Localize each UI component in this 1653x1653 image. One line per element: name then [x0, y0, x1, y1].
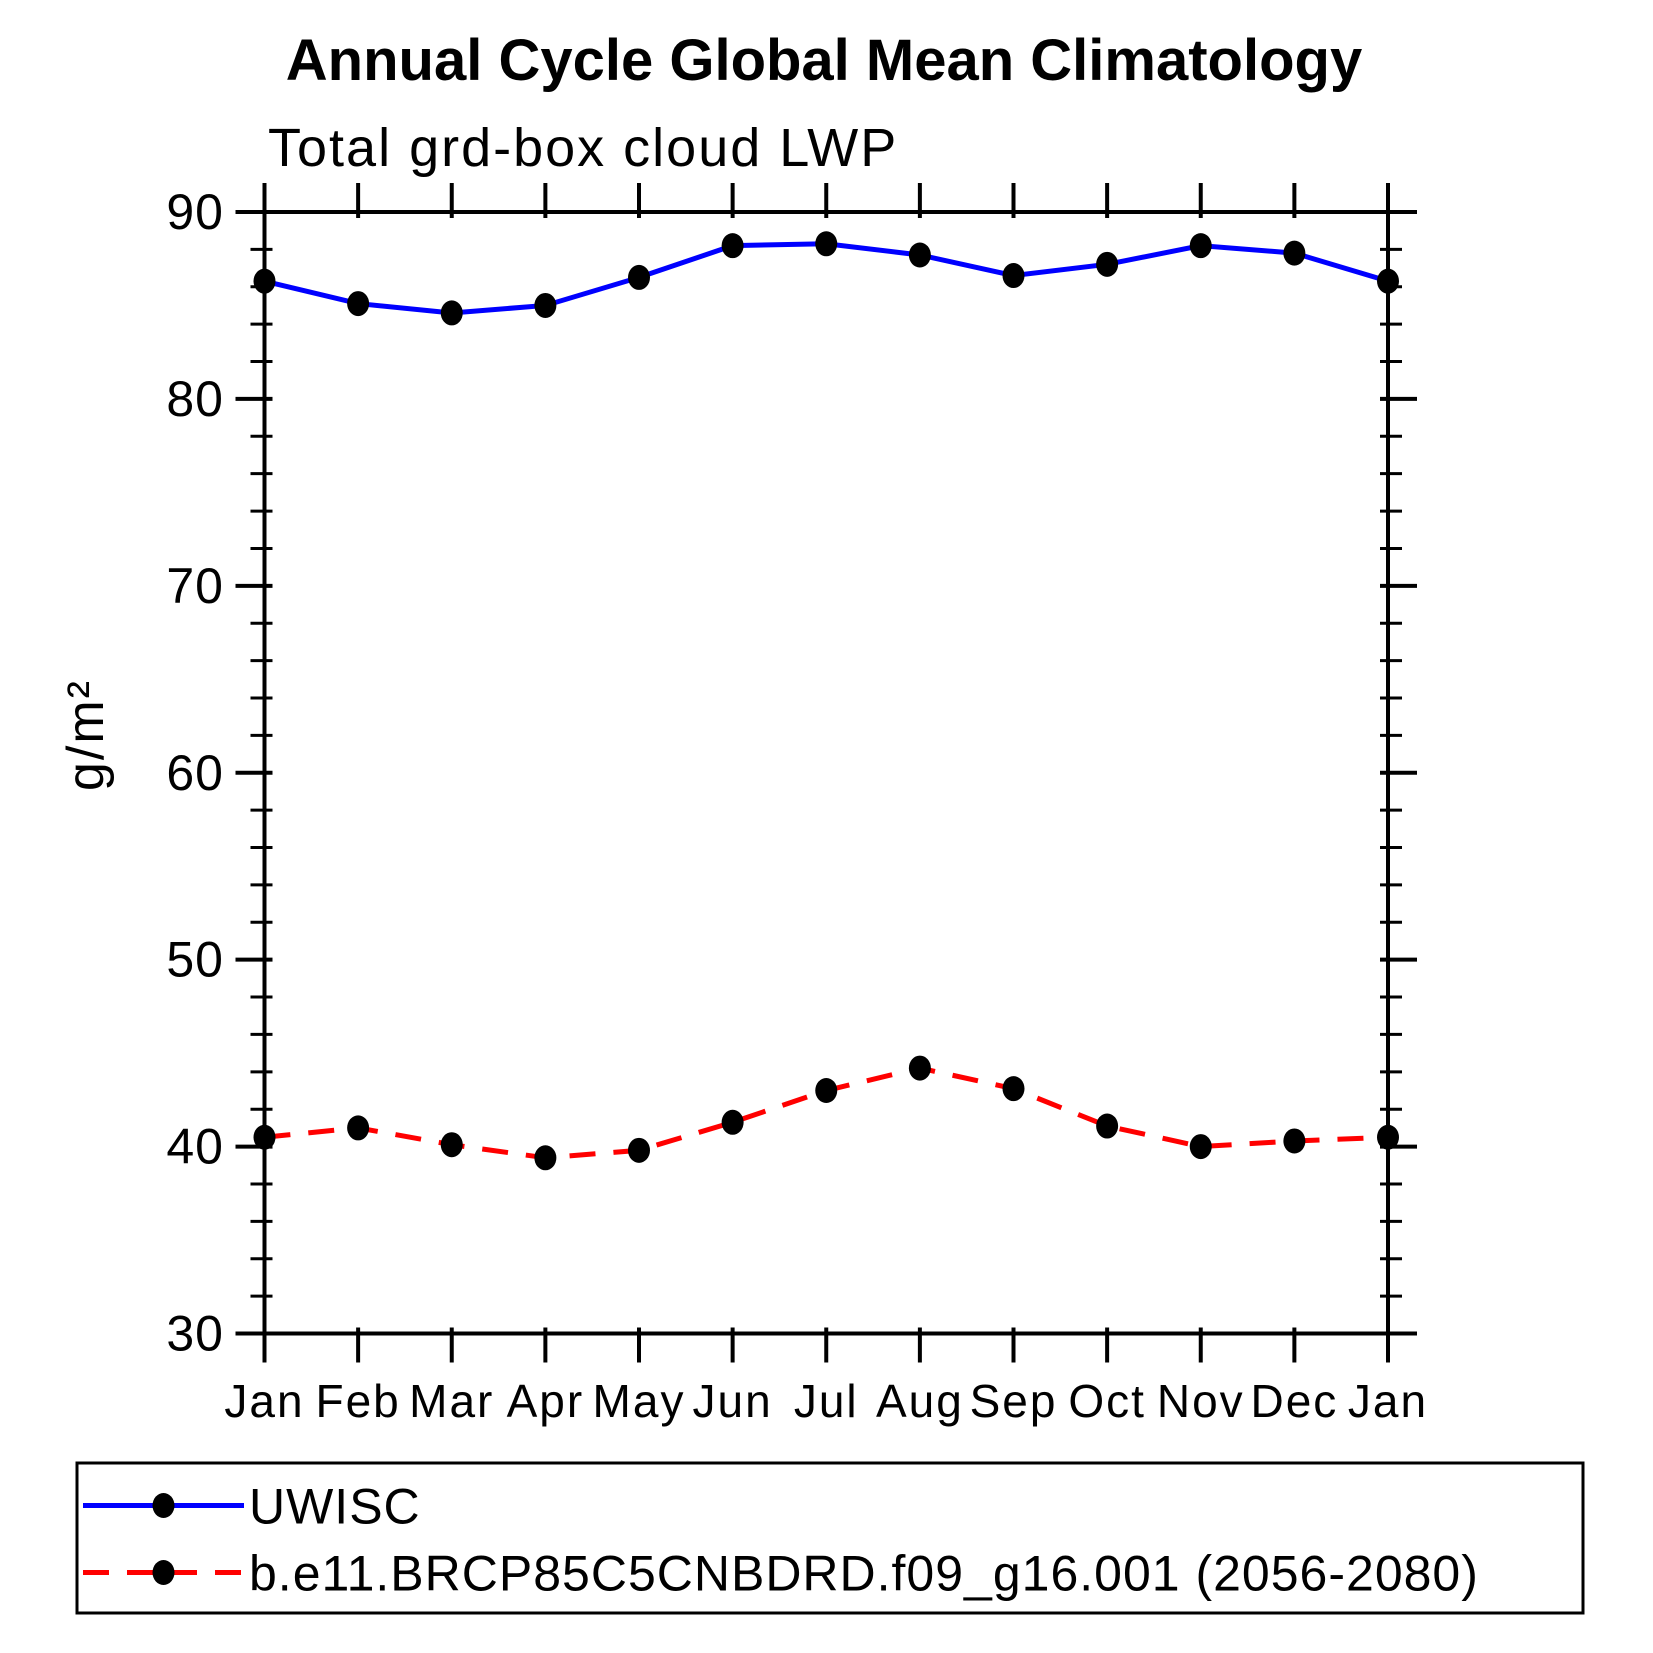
data-point-marker — [253, 1124, 276, 1150]
x-tick-label: Sep — [970, 1375, 1058, 1427]
x-tick-label: Oct — [1068, 1375, 1146, 1427]
data-point-marker — [1002, 263, 1025, 289]
data-point-marker — [1096, 251, 1119, 277]
y-axis-ticks: 90 80 70 60 50 40 30 — [166, 184, 1417, 1362]
legend-swatch-marker — [152, 1493, 175, 1518]
data-point-marker — [1096, 1113, 1119, 1139]
data-point-marker — [347, 291, 370, 317]
data-point-marker — [1283, 1128, 1306, 1154]
x-tick-label: Nov — [1157, 1375, 1245, 1427]
series-markers-0 — [253, 231, 1399, 326]
x-tick-label: Dec — [1250, 1375, 1338, 1427]
legend-label: b.e11.BRCP85C5CNBDRD.f09_g16.001 (2056-2… — [249, 1546, 1479, 1602]
x-tick-label: Jan — [224, 1375, 304, 1427]
y-tick-label: 90 — [166, 184, 224, 240]
y-tick-label: 30 — [166, 1306, 224, 1362]
legend-swatch-marker — [152, 1560, 175, 1585]
legend-item-0: UWISC — [83, 1479, 421, 1535]
data-point-marker — [1002, 1076, 1025, 1102]
y-tick-label: 80 — [166, 371, 224, 427]
data-point-marker — [1189, 1134, 1212, 1160]
y-axis-label: g/m² — [57, 679, 115, 791]
x-tick-label: Jan — [1348, 1375, 1428, 1427]
y-tick-label: 60 — [166, 745, 224, 801]
y-tick-label: 40 — [166, 1119, 224, 1175]
chart-subtitle: Total grd-box cloud LWP — [268, 118, 898, 178]
data-point-marker — [440, 1132, 463, 1158]
data-point-marker — [1377, 268, 1399, 294]
data-point-marker — [628, 1137, 650, 1163]
data-point-marker — [253, 268, 276, 294]
legend-label: UWISC — [249, 1479, 421, 1535]
data-point-marker — [1283, 240, 1306, 266]
x-tick-label: Feb — [315, 1375, 400, 1427]
data-point-marker — [347, 1115, 370, 1141]
y-tick-label: 50 — [166, 932, 224, 988]
data-point-marker — [815, 1078, 838, 1104]
legend-box — [75, 1461, 1585, 1615]
data-point-marker — [1189, 233, 1212, 259]
legend-item-1: b.e11.BRCP85C5CNBDRD.f09_g16.001 (2056-2… — [83, 1546, 1479, 1602]
x-tick-label: Mar — [409, 1375, 494, 1427]
x-tick-label: Apr — [507, 1375, 585, 1427]
x-tick-label: May — [593, 1375, 686, 1427]
data-point-marker — [908, 242, 931, 268]
data-point-marker — [534, 292, 557, 318]
y-tick-label: 70 — [166, 558, 224, 614]
data-point-marker — [1377, 1124, 1399, 1150]
plot-frame — [262, 210, 1390, 1336]
x-tick-label: Jul — [794, 1375, 859, 1427]
chart-title: Annual Cycle Global Mean Climatology — [286, 28, 1362, 93]
legend: UWISC b.e11.BRCP85C5CNBDRD.f09_g16.001 (2… — [75, 1461, 1585, 1615]
data-point-marker — [908, 1055, 931, 1081]
x-tick-label: Jun — [693, 1375, 773, 1427]
x-tick-label: Aug — [876, 1375, 964, 1427]
data-point-marker — [534, 1145, 557, 1171]
data-point-marker — [721, 1109, 744, 1135]
data-point-marker — [440, 300, 463, 326]
x-axis-ticks: Jan Feb Mar Apr May Jun Jul Aug Sep Oct Nov Dec Jan — [224, 183, 1428, 1427]
data-point-marker — [815, 231, 838, 257]
series-markers-1 — [253, 1055, 1399, 1171]
data-point-marker — [628, 264, 650, 290]
data-point-marker — [721, 233, 744, 259]
